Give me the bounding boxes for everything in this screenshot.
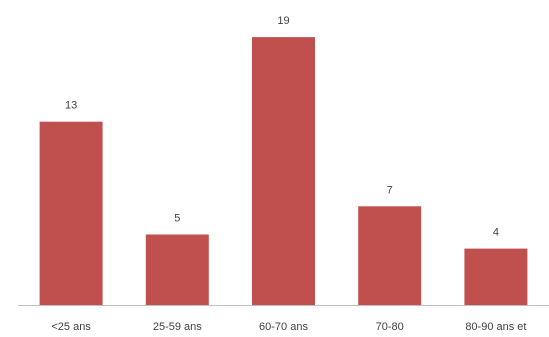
data-labels-group: 13 5 19 7 4 bbox=[65, 15, 499, 239]
bar-4 bbox=[464, 248, 528, 305]
bar-2 bbox=[252, 37, 315, 305]
bars-group bbox=[39, 37, 528, 305]
x-tick-labels-group: <25 ans 25-59 ans 60-70 ans 70-80 80-90 ans … bbox=[51, 321, 526, 333]
bar-3 bbox=[358, 206, 422, 305]
data-label-0: 13 bbox=[65, 100, 77, 112]
bar-1 bbox=[145, 234, 209, 305]
x-tick-label-1: 25-59 ans bbox=[153, 321, 202, 333]
x-tick-label-3: 70-80 bbox=[376, 321, 404, 333]
x-tick-label-0: <25 ans bbox=[51, 321, 91, 333]
x-tick-label-4: 80-90 ans et bbox=[465, 321, 526, 333]
x-tick-label-2: 60-70 ans bbox=[259, 321, 308, 333]
bar-0 bbox=[39, 121, 103, 305]
data-label-2: 19 bbox=[277, 15, 289, 27]
data-label-1: 5 bbox=[174, 213, 180, 225]
data-label-4: 4 bbox=[493, 227, 499, 239]
data-label-3: 7 bbox=[387, 184, 393, 196]
